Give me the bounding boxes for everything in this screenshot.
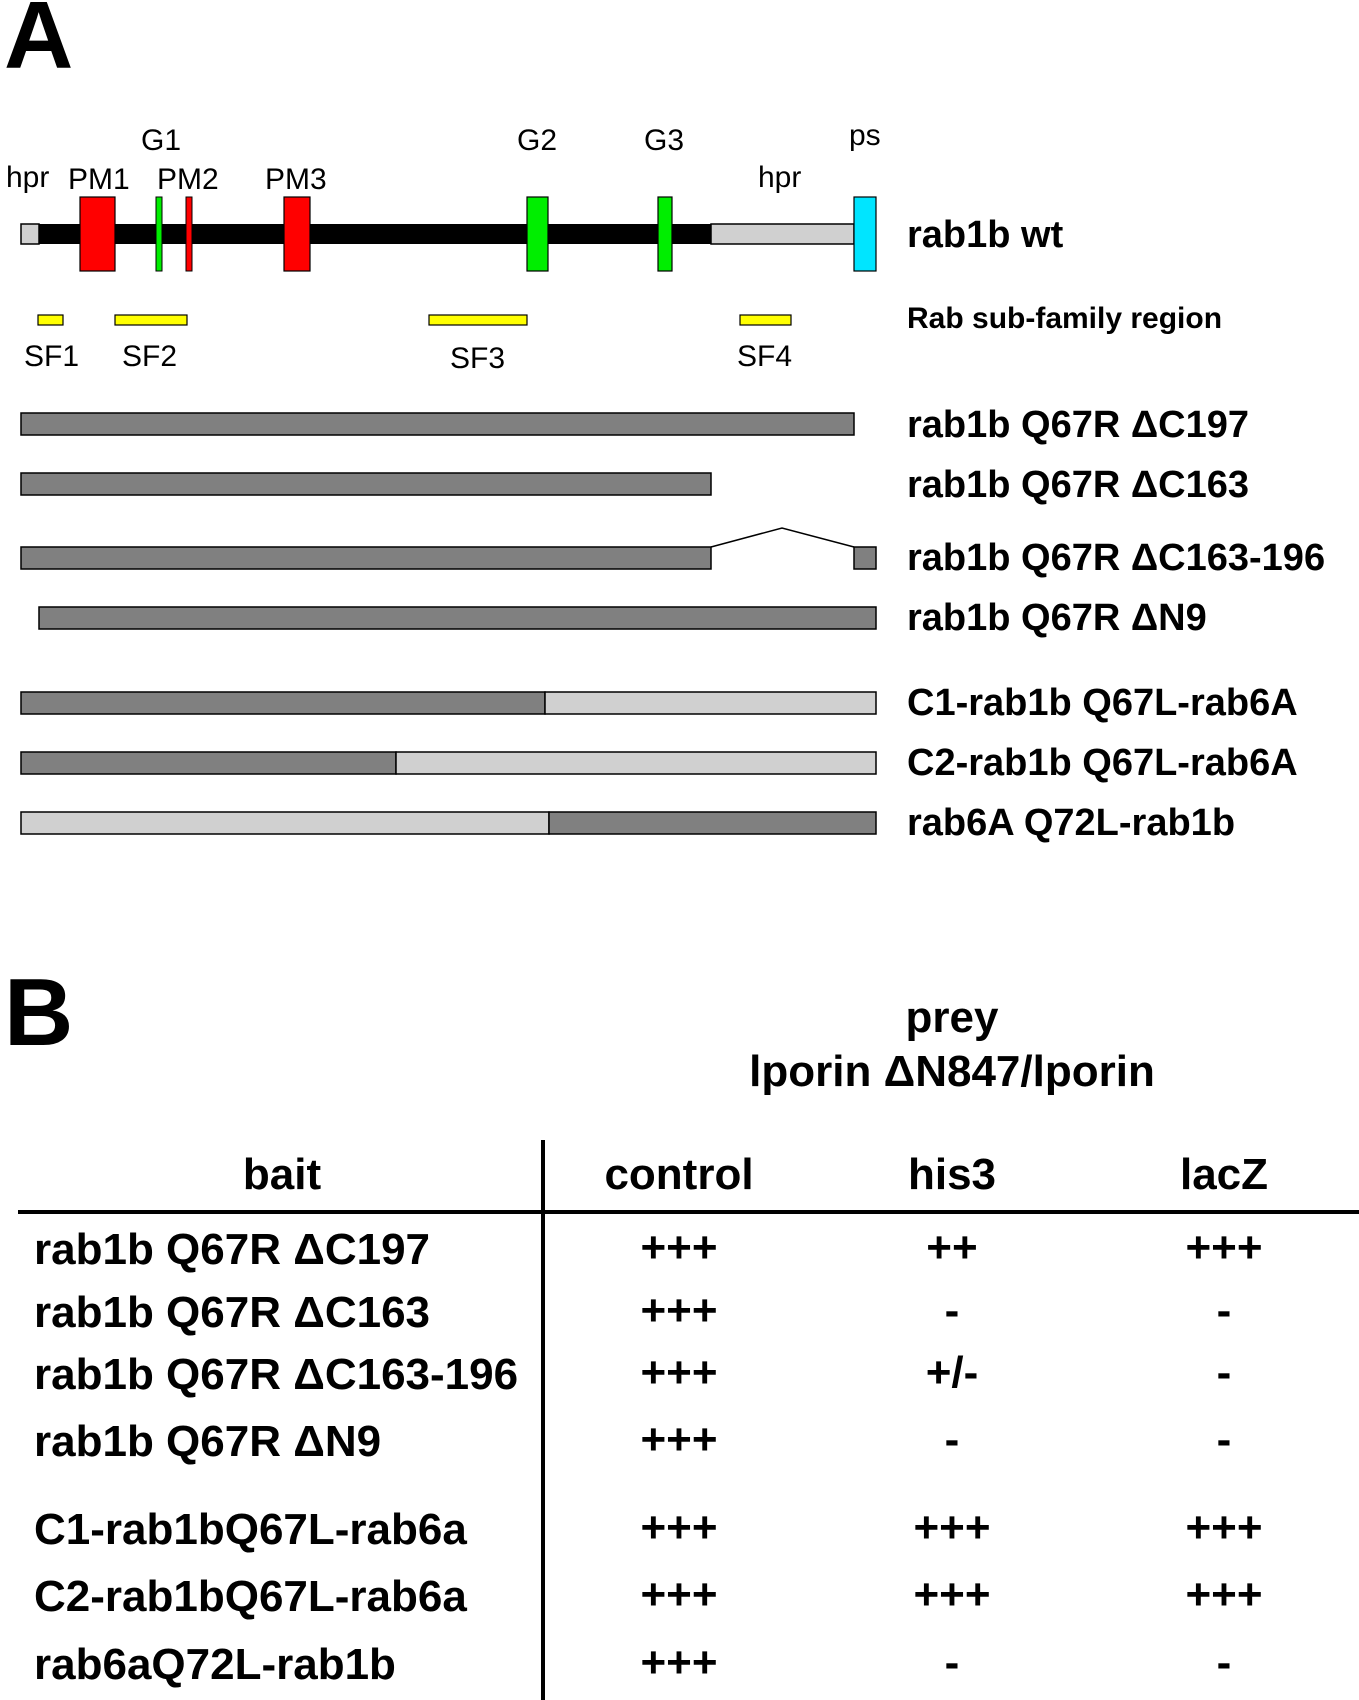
rab6a-rab1b-rab1b-segment: [548, 811, 877, 835]
rab1b-wt-schematic: [20, 196, 877, 272]
construct-label: rab1b Q67R ΔN9: [907, 597, 1207, 639]
subfamily-label: Rab sub-family region: [907, 302, 1222, 335]
sf4-label: SF4: [737, 340, 792, 373]
header-bait: bait: [243, 1150, 322, 1199]
c1-rab1b-segment: [20, 691, 546, 715]
his3-cell: +++: [913, 1503, 990, 1552]
header-control: control: [604, 1150, 753, 1199]
his3-cell: ++: [926, 1223, 977, 1272]
construct-label: rab6A Q72L-rab1b: [907, 802, 1235, 844]
sf3-label: SF3: [450, 342, 505, 375]
control-cell: +++: [640, 1415, 717, 1464]
construct-dc163-bar: [20, 472, 712, 496]
table-row: rab1b Q67R ΔN9 +++ - -: [34, 1415, 1231, 1466]
bait-cell: rab6aQ72L-rab1b: [34, 1640, 396, 1689]
bait-cell: rab1b Q67R ΔC163-196: [34, 1350, 518, 1399]
his3-cell: -: [945, 1286, 960, 1335]
his3-cell: +/-: [926, 1348, 979, 1397]
control-cell: +++: [640, 1223, 717, 1272]
construct-label: C2-rab1b Q67L-rab6A: [907, 742, 1298, 784]
control-cell: +++: [640, 1570, 717, 1619]
pm2-motif: [185, 196, 193, 272]
bait-cell: rab1b Q67R ΔC163: [34, 1288, 430, 1337]
g1-motif: [155, 196, 163, 272]
sf3-region: [428, 314, 528, 326]
bait-cell: C2-rab1bQ67L-rab6a: [34, 1572, 467, 1621]
label-g2: G2: [517, 124, 557, 157]
label-g3: G3: [644, 124, 684, 157]
table-row: C1-rab1bQ67L-rab6a +++ +++ +++: [34, 1503, 1263, 1554]
label-hpr-n: hpr: [6, 161, 49, 194]
pm3-motif: [283, 196, 311, 272]
lacz-cell: -: [1217, 1348, 1232, 1397]
g3-motif: [657, 196, 673, 272]
deletion-bracket: [710, 527, 855, 548]
table-row: C2-rab1bQ67L-rab6a +++ +++ +++: [34, 1570, 1263, 1621]
control-cell: +++: [640, 1503, 717, 1552]
rab1b-wt-label: rab1b wt: [907, 214, 1064, 256]
c2-rab6a-segment: [395, 751, 877, 775]
label-hpr-c: hpr: [758, 161, 801, 194]
construct-dc163-196-tail: [853, 546, 877, 570]
bait-cell: C1-rab1bQ67L-rab6a: [34, 1505, 467, 1554]
sf2-label: SF2: [122, 340, 177, 373]
label-ps: ps: [849, 119, 881, 152]
header-his3: his3: [908, 1150, 996, 1199]
construct-dc163-196-bar: [20, 546, 712, 570]
bait-cell: rab1b Q67R ΔN9: [34, 1417, 381, 1466]
table-row: rab1b Q67R ΔC163 +++ - -: [34, 1286, 1231, 1337]
prenylation-site: [853, 196, 877, 272]
his3-cell: -: [945, 1415, 960, 1464]
table-row: rab6aQ72L-rab1b +++ - -: [34, 1638, 1231, 1689]
lacz-cell: -: [1217, 1286, 1232, 1335]
sf1-label: SF1: [24, 340, 79, 373]
lacz-cell: +++: [1185, 1570, 1262, 1619]
prey-title: prey: [906, 993, 999, 1042]
lacz-cell: +++: [1185, 1223, 1262, 1272]
table-row: rab1b Q67R ΔC197 +++ ++ +++: [34, 1223, 1263, 1274]
control-cell: +++: [640, 1286, 717, 1335]
panel-b-letter: B: [4, 959, 73, 1066]
control-cell: +++: [640, 1348, 717, 1397]
sf1-region: [37, 314, 64, 326]
bait-cell: rab1b Q67R ΔC197: [34, 1225, 430, 1274]
construct-label: rab1b Q67R ΔC163: [907, 464, 1249, 506]
control-cell: +++: [640, 1638, 717, 1687]
c1-rab6a-segment: [544, 691, 877, 715]
table-row: rab1b Q67R ΔC163-196 +++ +/- -: [34, 1348, 1231, 1399]
construct-label: rab1b Q67R ΔC163-196: [907, 537, 1325, 579]
lacz-cell: -: [1217, 1415, 1232, 1464]
prey-subtitle: lporin ΔN847/lporin: [749, 1047, 1155, 1096]
lacz-cell: -: [1217, 1638, 1232, 1687]
his3-cell: +++: [913, 1570, 990, 1619]
label-g1: G1: [141, 124, 181, 157]
sf4-region: [739, 314, 792, 326]
panel-a-letter: A: [4, 0, 73, 89]
label-pm3: PM3: [265, 163, 327, 196]
lacz-cell: +++: [1185, 1503, 1262, 1552]
label-pm1: PM1: [68, 163, 130, 196]
pm1-motif: [79, 196, 116, 272]
sf2-region: [114, 314, 188, 326]
rab6a-rab1b-rab6a-segment: [20, 811, 550, 835]
construct-label: rab1b Q67R ΔC197: [907, 404, 1249, 446]
construct-dc197-bar: [20, 412, 855, 436]
header-lacz: lacZ: [1180, 1150, 1268, 1199]
c2-rab1b-segment: [20, 751, 397, 775]
label-pm2: PM2: [157, 163, 219, 196]
hypervariable-n-segment: [20, 223, 40, 245]
g2-motif: [526, 196, 549, 272]
construct-dn9-bar: [38, 606, 877, 630]
his3-cell: -: [945, 1638, 960, 1687]
construct-label: C1-rab1b Q67L-rab6A: [907, 682, 1298, 724]
hypervariable-c-segment: [710, 223, 855, 245]
core-domain-segment: [39, 224, 711, 244]
